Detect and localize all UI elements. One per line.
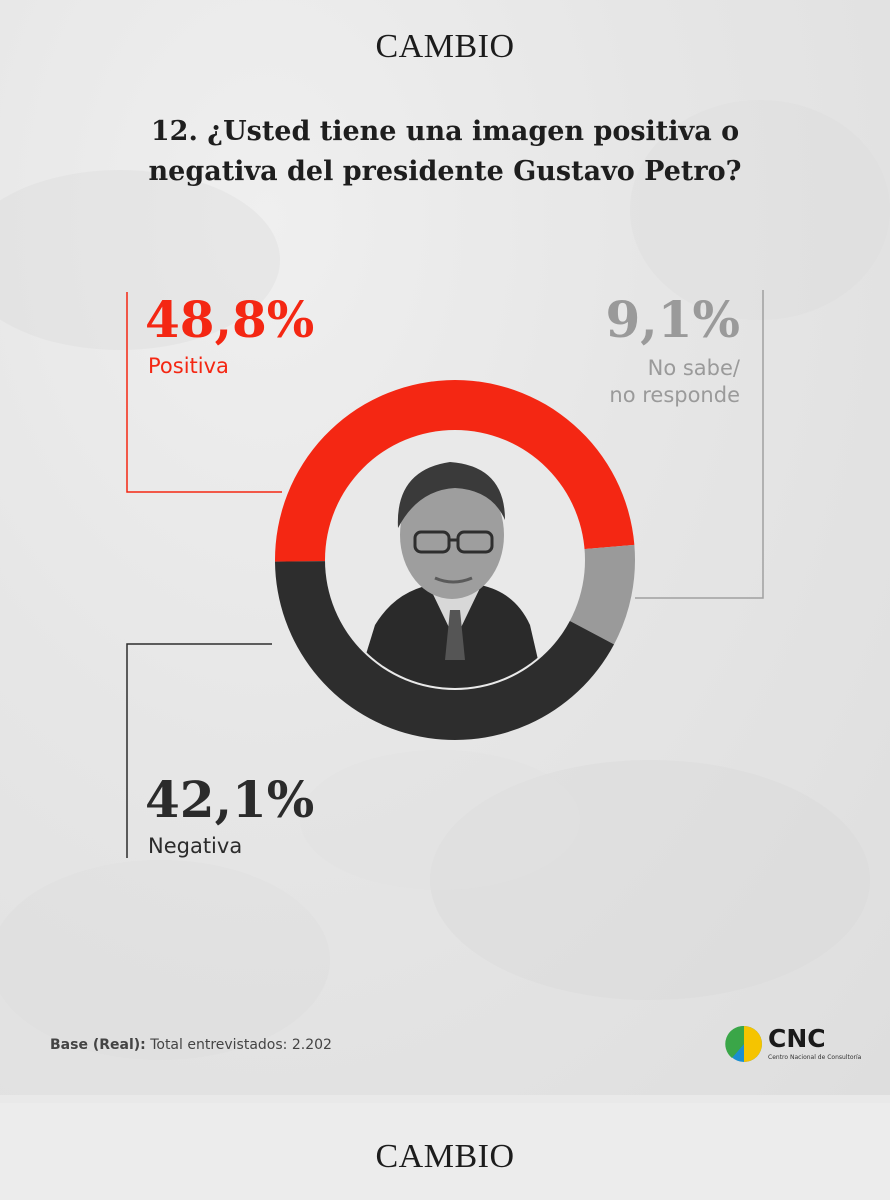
brand-logo-bottom: CAMBIO — [375, 1138, 515, 1175]
leader-line-nosabe — [635, 290, 764, 599]
cnc-logo: CNC Centro Nacional de Consultoría — [724, 1020, 861, 1070]
positiva-value: 48,8% — [145, 290, 315, 349]
nosabe-label-line1: No sabe/ — [647, 356, 740, 380]
donut-slice-no-sabe-no-responde — [568, 544, 635, 645]
cnc-logo-subtitle: Centro Nacional de Consultoría — [768, 1054, 862, 1061]
donut-slice-positiva — [275, 379, 635, 562]
base-footnote: Base (Real): Total entrevistados: 2.202 — [50, 1037, 332, 1053]
bottom-strip — [0, 1103, 890, 1200]
footnote-bold: Base (Real): — [50, 1037, 146, 1053]
negativa-value: 42,1% — [145, 770, 315, 829]
question-title: 12. ¿Usted tiene una imagen positiva o n… — [148, 116, 742, 187]
donut-slice-negativa — [275, 561, 615, 741]
paper-texture — [0, 0, 890, 1095]
positiva-label: Positiva — [148, 354, 229, 378]
footnote-text: Total entrevistados: 2.202 — [145, 1037, 332, 1053]
cnc-logo-icon — [725, 1025, 762, 1062]
leader-line-negativa — [126, 643, 272, 858]
brand-logo-top: CAMBIO — [375, 28, 515, 65]
donut-chart — [126, 290, 764, 858]
infographic-card: CAMBIO 12. ¿Usted tiene una imagen posit… — [0, 0, 890, 1095]
leader-line-positiva — [126, 292, 282, 493]
negativa-label: Negativa — [148, 834, 243, 858]
nosabe-label-line2: no responde — [609, 383, 740, 407]
cnc-logo-text: CNC — [768, 1024, 826, 1053]
portrait-image — [355, 462, 545, 688]
nosabe-value: 9,1% — [605, 290, 741, 349]
